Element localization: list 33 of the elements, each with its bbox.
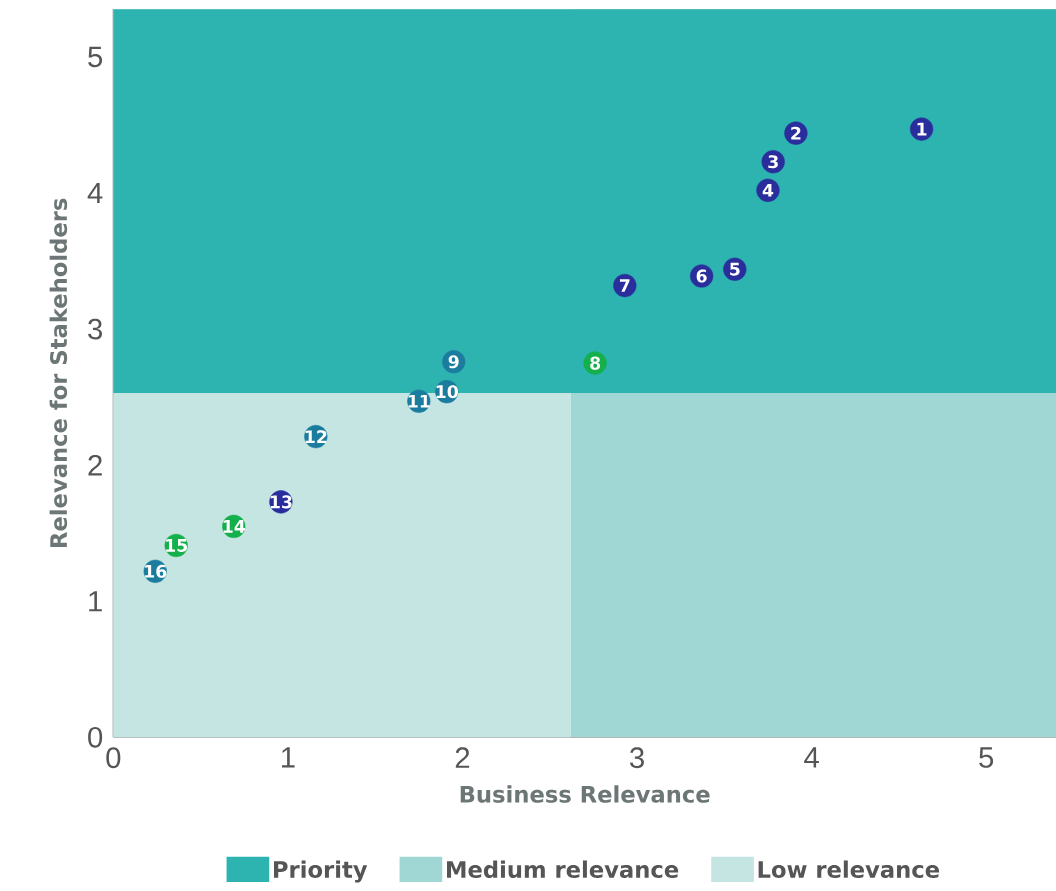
y-axis-title: Relevance for Stakeholders xyxy=(49,198,68,548)
annotation: 15 xyxy=(166,539,188,553)
annotation: 14 xyxy=(223,520,246,533)
annotation: 4 xyxy=(762,184,774,197)
annotation: 3 xyxy=(768,155,778,169)
annotation: 2 xyxy=(791,126,801,140)
annotation: 13 xyxy=(270,495,292,509)
y-tick-label: 3 xyxy=(88,318,103,340)
y-tick-label: 4 xyxy=(87,183,103,204)
y-tick-label: 0 xyxy=(88,727,103,748)
annotation: 12 xyxy=(305,430,327,444)
x-tick-label: 3 xyxy=(629,747,644,769)
legend-label: Medium relevance xyxy=(447,860,679,879)
legend-label: Low relevance xyxy=(758,860,939,879)
x-axis-title: Business Relevance xyxy=(460,785,710,803)
annotation: 7 xyxy=(619,279,630,293)
x-tick-label: 0 xyxy=(106,747,121,769)
annotation: 5 xyxy=(730,262,740,276)
y-tick-label: 5 xyxy=(88,46,103,68)
legend-label: Priority xyxy=(273,860,368,883)
x-tick-label: 2 xyxy=(455,747,470,769)
annotation: 16 xyxy=(145,564,167,579)
x-tick-label: 5 xyxy=(979,747,994,769)
annotation: 11 xyxy=(408,395,430,408)
y-tick-label: 1 xyxy=(89,591,102,612)
annotation: 10 xyxy=(436,385,458,399)
x-tick-label: 4 xyxy=(804,747,819,768)
annotation: 9 xyxy=(448,355,459,369)
annotation: 6 xyxy=(696,269,707,283)
x-tick-label: 1 xyxy=(281,747,295,768)
y-tick-label: 2 xyxy=(88,455,102,476)
annotation: 1 xyxy=(917,122,927,136)
annotation: 8 xyxy=(590,356,601,370)
